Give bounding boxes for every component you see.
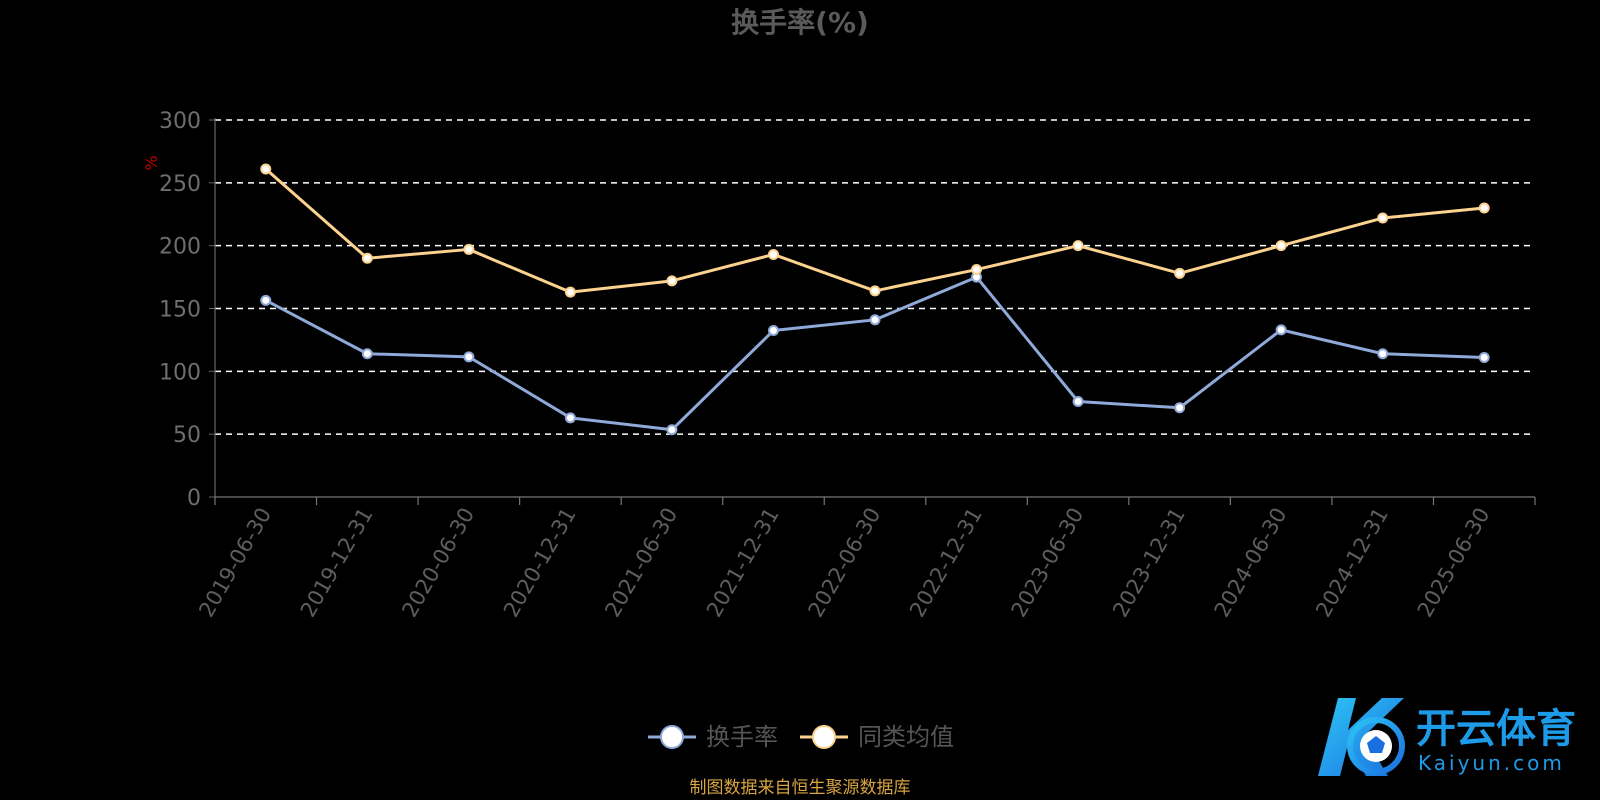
series-lines bbox=[260, 163, 1490, 436]
x-tick-label: 2021-12-31 bbox=[702, 504, 784, 622]
data-point bbox=[1478, 202, 1490, 214]
data-point bbox=[971, 264, 983, 276]
data-point bbox=[564, 286, 576, 298]
x-tick-label: 2024-12-31 bbox=[1311, 504, 1393, 622]
x-tick-label: 2022-06-30 bbox=[804, 504, 886, 622]
legend-marker bbox=[812, 725, 836, 749]
data-point bbox=[767, 248, 779, 260]
data-point bbox=[564, 412, 576, 424]
x-tick-label: 2021-06-30 bbox=[600, 504, 682, 622]
y-tick-label: 50 bbox=[173, 423, 201, 448]
kaiyun-logo: 开云体育 Kaiyun.com bbox=[1304, 690, 1586, 782]
x-tick-label: 2020-12-31 bbox=[499, 504, 581, 622]
x-tick-label: 2025-06-30 bbox=[1413, 504, 1495, 622]
data-point bbox=[1478, 352, 1490, 364]
data-point bbox=[361, 252, 373, 264]
x-tick-label: 2022-12-31 bbox=[905, 504, 987, 622]
logo-subtext: Kaiyun.com bbox=[1418, 751, 1565, 775]
y-tick-label: 300 bbox=[159, 109, 201, 134]
y-tick-label: 150 bbox=[159, 298, 201, 323]
data-point bbox=[1072, 395, 1084, 407]
k-soccer-ball-logo-icon: 开云体育 Kaiyun.com bbox=[1318, 698, 1576, 776]
data-point bbox=[666, 424, 678, 436]
x-tick-label: 2024-06-30 bbox=[1210, 504, 1292, 622]
data-point bbox=[463, 351, 475, 363]
data-point bbox=[767, 324, 779, 336]
data-point bbox=[1174, 267, 1186, 279]
x-tick-label: 2019-12-31 bbox=[296, 504, 378, 622]
data-point bbox=[1377, 212, 1389, 224]
series-line-2 bbox=[264, 167, 1485, 294]
legend-item-1[interactable]: 换手率 bbox=[648, 723, 778, 751]
source-note: 制图数据来自恒生聚源数据库 bbox=[689, 778, 911, 798]
data-point bbox=[361, 348, 373, 360]
data-point bbox=[1275, 240, 1287, 252]
legend[interactable]: 换手率 同类均值 bbox=[648, 723, 954, 751]
x-tick-label: 2019-06-30 bbox=[194, 504, 276, 622]
chart-title: 换手率(%) bbox=[731, 6, 869, 39]
x-tick-label: 2020-06-30 bbox=[397, 504, 479, 622]
y-tick-label: 200 bbox=[159, 235, 201, 260]
data-point bbox=[1275, 324, 1287, 336]
y-tick-label: 0 bbox=[187, 486, 201, 511]
data-point bbox=[1072, 240, 1084, 252]
data-point bbox=[666, 275, 678, 287]
y-axis-unit-label: % bbox=[142, 155, 161, 170]
series-line-1 bbox=[265, 275, 1485, 432]
data-point bbox=[869, 285, 881, 297]
data-point bbox=[869, 314, 881, 326]
data-point bbox=[260, 294, 272, 306]
x-tick-label: 2023-06-30 bbox=[1007, 504, 1089, 622]
gridlines bbox=[215, 119, 1535, 435]
x-tick-label: 2023-12-31 bbox=[1108, 504, 1190, 622]
y-tick-label: 250 bbox=[159, 172, 201, 197]
data-point bbox=[1174, 402, 1186, 414]
legend-item-2[interactable]: 同类均值 bbox=[800, 723, 954, 751]
data-point bbox=[463, 243, 475, 255]
legend-marker bbox=[660, 725, 684, 749]
data-point bbox=[1377, 348, 1389, 360]
logo-text: 开云体育 bbox=[1416, 706, 1576, 752]
legend-label: 同类均值 bbox=[858, 723, 954, 751]
legend-label: 换手率 bbox=[706, 723, 778, 751]
y-tick-label: 100 bbox=[159, 360, 201, 385]
data-point bbox=[260, 163, 272, 175]
